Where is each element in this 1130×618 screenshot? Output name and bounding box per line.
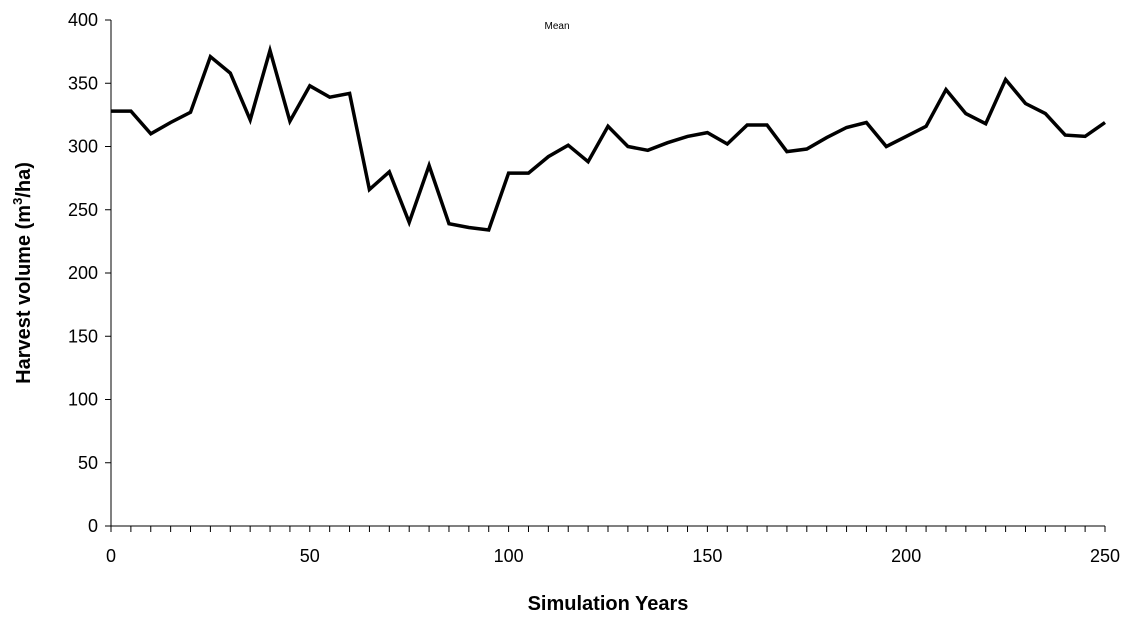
- x-axis-title: Simulation Years: [528, 593, 689, 615]
- y-tick-label: 200: [68, 263, 98, 283]
- y-tick-label: 150: [68, 326, 98, 346]
- y-axis-title-end: /ha): [13, 162, 35, 198]
- x-tick-label: 0: [106, 546, 116, 566]
- y-tick-label: 400: [68, 10, 98, 30]
- series-line-mean: [111, 43, 1107, 232]
- y-tick-label: 100: [68, 390, 98, 410]
- y-tick-label: 0: [88, 516, 98, 536]
- series-label-mean: Mean: [544, 21, 569, 32]
- x-axis-ticks: 0 50 100 150 200 250: [106, 526, 1120, 566]
- y-axis-title-main: Harvest volume (m: [13, 205, 35, 384]
- y-tick-label: 250: [68, 200, 98, 220]
- y-axis-title: Harvest volume (m3/ha): [10, 162, 35, 384]
- x-tick-label: 200: [891, 546, 921, 566]
- y-axis-title-superscript: 3: [10, 198, 25, 205]
- y-tick-label: 50: [78, 453, 98, 473]
- x-tick-label: 50: [300, 546, 320, 566]
- x-tick-label: 150: [692, 546, 722, 566]
- y-axis-ticks: 0 50 100 150 200 250 300 350 400: [68, 10, 111, 536]
- x-tick-label: 100: [494, 546, 524, 566]
- x-tick-label: 250: [1090, 546, 1120, 566]
- plot-series: [111, 43, 1107, 232]
- y-tick-label: 350: [68, 73, 98, 93]
- y-tick-label: 300: [68, 137, 98, 157]
